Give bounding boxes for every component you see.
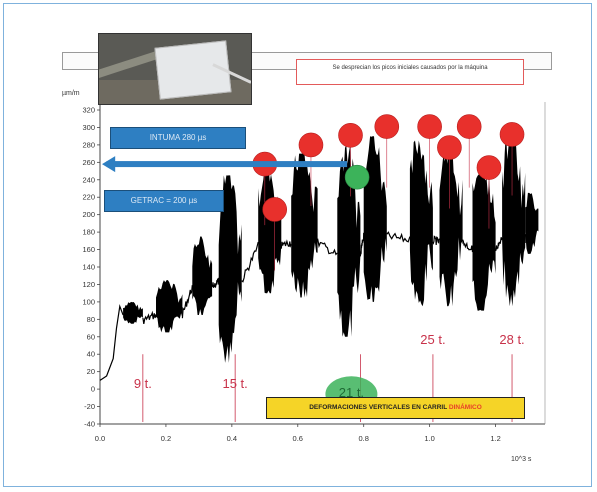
signal-connector xyxy=(317,238,338,256)
y-tick-label: 40 xyxy=(87,350,95,359)
y-tick-label: 220 xyxy=(82,193,95,202)
y-tick-label: 200 xyxy=(82,210,95,219)
y-tick-label: -20 xyxy=(84,402,95,411)
signal-burst xyxy=(472,158,496,311)
signal-connector xyxy=(495,237,503,252)
y-tick-label: 140 xyxy=(82,263,95,272)
intuma-box: INTUMA 280 µs xyxy=(110,127,246,149)
signal-connector xyxy=(241,241,259,283)
y-tick-label: 0 xyxy=(91,385,95,394)
axle-label: 28 t. xyxy=(499,332,524,347)
axle-label: 25 t. xyxy=(420,332,445,347)
peak-marker xyxy=(476,155,502,180)
note-box: Se desprecian los picos iniciales causad… xyxy=(296,59,524,85)
rail-gauge-photo xyxy=(98,33,252,105)
x-tick-label: 0.8 xyxy=(358,434,368,443)
peak-marker xyxy=(456,114,482,139)
signal-connector xyxy=(432,235,441,245)
y-tick-label: 60 xyxy=(87,332,95,341)
peak-markers xyxy=(102,114,525,222)
y-tick-label: 180 xyxy=(82,228,95,237)
y-axis-unit: µm/m xyxy=(62,90,80,97)
figure-frame xyxy=(3,3,592,487)
y-tick-label: -40 xyxy=(84,420,95,429)
signal-connector xyxy=(211,277,220,288)
y-tick-label: 300 xyxy=(82,123,95,132)
axle-label: 15 t. xyxy=(222,376,247,391)
axle-label: 21 t. xyxy=(339,385,364,400)
signal-burst xyxy=(363,136,387,302)
peak-marker xyxy=(298,132,324,158)
peak-marker xyxy=(374,114,400,139)
y-tick-label: 160 xyxy=(82,245,95,254)
x-tick-label: 1.0 xyxy=(424,434,434,443)
x-tick-label: 0.4 xyxy=(227,434,237,443)
signal-trace xyxy=(99,131,539,381)
axle-label: 9 t. xyxy=(134,376,152,391)
getrac-box: GETRAC = 200 µs xyxy=(104,190,224,212)
peak-marker xyxy=(262,197,288,222)
signal-burst xyxy=(337,144,361,337)
signal-burst xyxy=(409,140,433,307)
signal-burst xyxy=(192,236,213,315)
signal-connector xyxy=(280,239,292,249)
signal-connector xyxy=(386,231,411,243)
y-tick-label: 20 xyxy=(87,367,95,376)
x-tick-label: 0.0 xyxy=(95,434,105,443)
peak-marker xyxy=(417,114,442,139)
x-tick-label: 0.6 xyxy=(293,434,303,443)
signal-burst xyxy=(525,192,539,254)
chart-axes xyxy=(97,102,546,427)
peak-marker xyxy=(499,122,525,147)
highlight-marker xyxy=(344,164,370,190)
y-tick-label: 100 xyxy=(82,297,95,306)
x-tick-label: 0.2 xyxy=(161,434,171,443)
reference-arrow-shaft xyxy=(106,161,348,168)
x-tick-label: 1.2 xyxy=(490,434,500,443)
y-tick-label: 240 xyxy=(82,175,95,184)
legend-main: DEFORMACIONES VERTICALES EN CARRIL xyxy=(309,404,448,411)
x-tick-labels: 0.0 0.2 0.4 0.6 0.8 1.0 1.2 xyxy=(95,434,501,443)
y-tick-label: 80 xyxy=(87,315,95,324)
y-tick-label: 280 xyxy=(82,140,95,149)
peak-marker xyxy=(437,135,462,160)
legend-box: DEFORMACIONES VERTICALES EN CARRIL DINÁM… xyxy=(266,397,525,419)
signal-burst xyxy=(258,166,282,294)
signal-start-trace xyxy=(99,303,124,381)
signal-burst xyxy=(123,301,143,324)
signal-burst xyxy=(439,144,463,307)
signal-burst xyxy=(156,280,183,333)
peak-marker xyxy=(338,122,363,148)
signal-burst xyxy=(502,131,526,307)
y-tick-labels: -40 -20 0 20 40 60 80 100 120 140 160 180 200 220 240 2… xyxy=(82,106,95,429)
x-axis-unit: 10^3 s xyxy=(511,456,532,463)
note-text: Se desprecian los picos iniciales causad… xyxy=(332,65,488,71)
signal-connector xyxy=(462,239,474,253)
y-tick-label: 260 xyxy=(82,158,95,167)
signal-connector xyxy=(142,310,157,325)
legend-highlight: DINÁMICO xyxy=(448,404,482,411)
signal-burst xyxy=(291,153,318,298)
reference-arrow-head xyxy=(102,156,116,173)
y-tick-label: 120 xyxy=(82,280,95,289)
signal-burst xyxy=(218,175,242,363)
signal-connector xyxy=(181,285,193,319)
signal-connector xyxy=(359,232,365,257)
y-tick-label: 320 xyxy=(82,106,95,115)
